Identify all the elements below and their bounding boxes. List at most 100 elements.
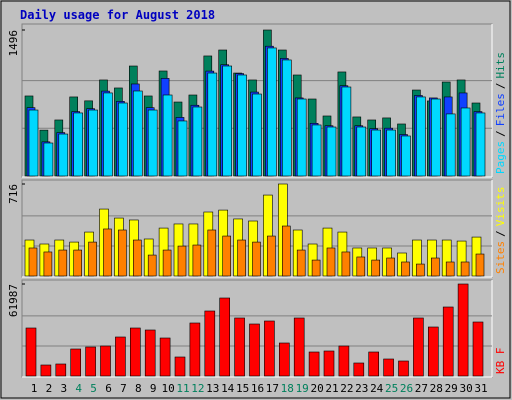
- bar: [296, 249, 306, 277]
- bar: [162, 249, 172, 277]
- bar: [293, 317, 305, 377]
- bar: [353, 362, 365, 377]
- bar: [341, 86, 352, 177]
- bar: [88, 241, 97, 277]
- bar: [118, 102, 128, 177]
- chart-title: Daily usage for August 2018: [20, 8, 215, 22]
- bar: [368, 351, 380, 377]
- bar: [100, 345, 111, 377]
- bar: [189, 322, 201, 377]
- bar: [133, 239, 142, 277]
- bar: [252, 241, 261, 277]
- bar: [237, 74, 247, 177]
- y-tick-label: 61987: [7, 284, 20, 317]
- bar: [103, 228, 112, 277]
- x-tick-label: 30: [459, 382, 472, 395]
- x-tick-label: 5: [90, 382, 97, 395]
- bar: [416, 96, 426, 177]
- x-tick-label: 19: [296, 382, 309, 395]
- bar: [147, 254, 157, 277]
- legend-entry: Pages: [494, 141, 507, 174]
- bar: [356, 126, 367, 177]
- bar: [383, 358, 394, 377]
- bar: [133, 90, 143, 177]
- bar: [416, 263, 425, 277]
- bar: [252, 93, 262, 177]
- bar: [445, 113, 456, 177]
- bar: [475, 253, 485, 277]
- legend-entry: Sites: [494, 241, 507, 274]
- x-tick-label: 28: [430, 382, 443, 395]
- x-tick-label: 18: [281, 382, 294, 395]
- x-tick-label: 2: [46, 382, 53, 395]
- legend-entry: Visits: [494, 187, 507, 227]
- bar: [430, 257, 440, 277]
- bar: [85, 346, 96, 377]
- bar: [177, 120, 188, 177]
- legend: Pages / Files / Hits: [494, 52, 507, 174]
- x-tick-label: 24: [370, 382, 384, 395]
- bar: [222, 235, 231, 277]
- bar: [338, 345, 350, 377]
- bar: [460, 261, 470, 277]
- bar: [174, 356, 186, 377]
- bar: [115, 336, 126, 377]
- bar: [237, 239, 246, 277]
- x-tick-label: 25: [385, 382, 398, 395]
- bar: [413, 317, 424, 377]
- x-tick-label: 4: [75, 382, 82, 395]
- bar: [427, 326, 439, 377]
- bar: [28, 247, 38, 277]
- bar: [147, 109, 158, 177]
- bar: [192, 106, 203, 177]
- x-tick-label: 14: [221, 382, 235, 395]
- x-tick-label: 12: [191, 382, 204, 395]
- bar: [264, 320, 275, 377]
- bar: [341, 251, 351, 277]
- bar: [401, 261, 410, 277]
- bar: [28, 109, 39, 177]
- x-tick-label: 27: [415, 382, 428, 395]
- bar: [159, 337, 171, 377]
- bar: [249, 323, 260, 377]
- bar: [70, 348, 81, 377]
- bar: [118, 229, 127, 277]
- bar: [356, 256, 366, 277]
- legend-entry: Hits: [494, 52, 507, 79]
- bar: [278, 342, 290, 377]
- x-tick-label: 17: [266, 382, 279, 395]
- x-tick-label: 6: [105, 382, 112, 395]
- legend-separator: /: [494, 83, 507, 90]
- bar: [326, 126, 337, 177]
- bar: [311, 124, 322, 177]
- legend-entry: Files: [494, 93, 507, 126]
- bar: [162, 94, 173, 177]
- bar: [130, 327, 141, 377]
- bar: [442, 306, 454, 377]
- legend: KB F: [494, 348, 507, 375]
- bar: [144, 329, 156, 377]
- bar: [234, 317, 245, 377]
- bar: [207, 229, 217, 277]
- bar: [308, 351, 320, 377]
- x-tick-label: 10: [161, 382, 174, 395]
- x-tick-label: 22: [340, 382, 353, 395]
- legend-separator: /: [494, 130, 507, 137]
- bar: [460, 107, 471, 177]
- legend-entry: KB F: [494, 348, 507, 375]
- bar: [222, 65, 232, 177]
- bar: [371, 259, 381, 277]
- x-tick-label: 3: [60, 382, 67, 395]
- bar: [58, 249, 68, 277]
- x-tick-label: 13: [206, 382, 219, 395]
- x-tick-label: 26: [400, 382, 413, 395]
- bar: [401, 135, 411, 177]
- y-tick-label: 716: [7, 184, 20, 204]
- bar: [323, 350, 335, 377]
- x-tick-label: 9: [150, 382, 157, 395]
- bar: [267, 235, 276, 277]
- x-tick-label: 8: [135, 382, 142, 395]
- bar: [457, 283, 469, 377]
- bar: [430, 98, 441, 177]
